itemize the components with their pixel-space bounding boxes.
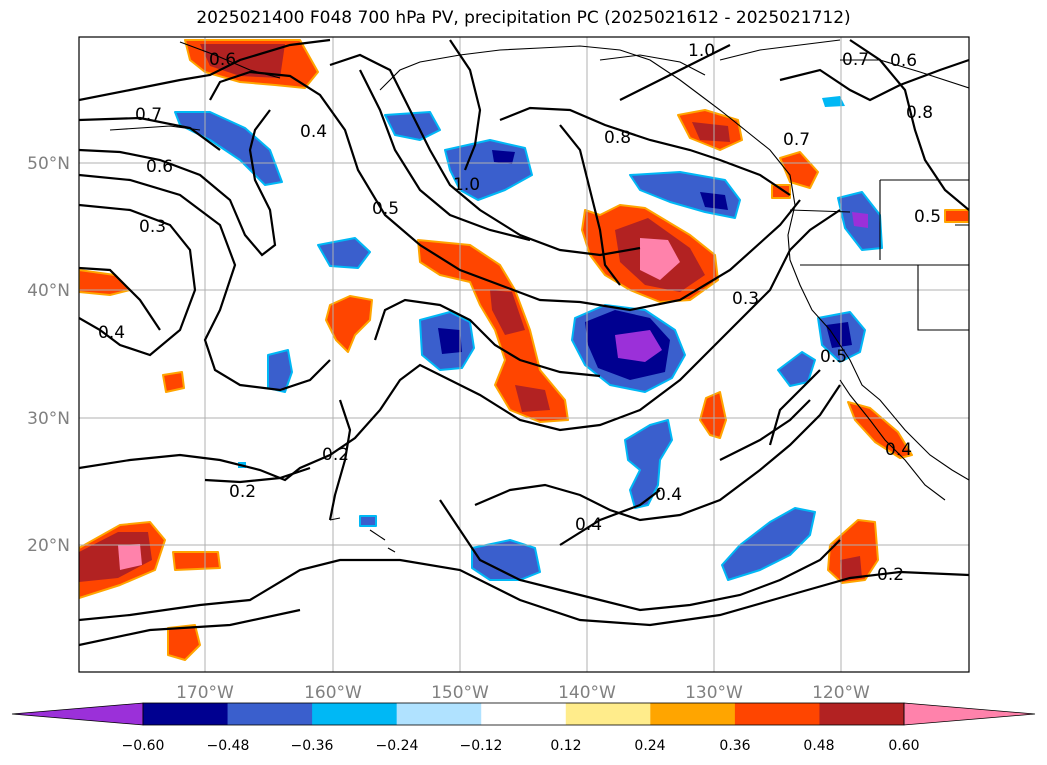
colorbar-extend-max xyxy=(903,702,1036,726)
precip-negative-area xyxy=(721,507,816,581)
colorbar-box xyxy=(312,703,398,725)
contour-label: 0.4 xyxy=(98,323,125,343)
precip-positive-core xyxy=(692,122,730,142)
lat-label: 20°N xyxy=(27,536,70,556)
contour-label: 0.5 xyxy=(914,207,941,227)
colorbar-box xyxy=(565,703,651,725)
precip-positive-core xyxy=(490,290,525,335)
lon-label: 160°W xyxy=(304,683,362,703)
precip-positive-peak xyxy=(640,238,680,280)
contour-labels: 0.6 1.0 0.7 0.6 0.8 0.7 0.4 0.8 0.7 0.6 … xyxy=(98,41,941,585)
contour-label: 0.6 xyxy=(890,51,917,71)
coastlines xyxy=(109,39,969,553)
precip-negative-area xyxy=(822,96,845,107)
colorbar-box xyxy=(819,703,905,725)
lon-label: 120°W xyxy=(812,683,870,703)
precip-negative-area xyxy=(384,111,441,141)
precip-negative-area xyxy=(267,349,293,393)
precip-negative-area xyxy=(317,237,371,269)
map-title: 2025021400 F048 700 hPa PV, precipitatio… xyxy=(196,8,851,28)
colorbar-tick-label: 0.48 xyxy=(803,738,834,754)
precip-negative-area xyxy=(777,351,816,387)
contour-label: 0.6 xyxy=(209,50,236,70)
precip-positive-area xyxy=(325,295,373,353)
contour-label: 0.2 xyxy=(322,445,349,465)
contour-label: 1.0 xyxy=(688,41,715,61)
colorbar: −0.60 −0.48 −0.36 −0.24 −0.12 0.12 0.24 … xyxy=(11,702,1036,754)
contour-label: 0.8 xyxy=(906,103,933,123)
contour-label: 0.6 xyxy=(146,157,173,177)
lon-axis-labels: 170°W 160°W 150°W 140°W 130°W 120°W xyxy=(176,683,870,703)
map-frame xyxy=(78,36,970,673)
contour-label: 0.7 xyxy=(842,50,869,70)
colorbar-tick-label: 0.60 xyxy=(888,738,919,754)
pv-contours xyxy=(79,38,969,647)
lon-label: 170°W xyxy=(176,683,234,703)
colorbar-tick-label: −0.60 xyxy=(122,738,165,754)
contour-label: 0.5 xyxy=(820,347,847,367)
precip-positive-area xyxy=(944,209,969,223)
lat-label: 30°N xyxy=(27,409,70,429)
lon-label: 140°W xyxy=(558,683,616,703)
contour-label: 0.8 xyxy=(604,128,631,148)
precip-negative-peak xyxy=(615,330,662,362)
colorbar-tick-label: 0.36 xyxy=(719,738,750,754)
colorbar-box xyxy=(481,703,567,725)
contour-label: 0.4 xyxy=(575,515,602,535)
colorbar-tick-label: −0.36 xyxy=(291,738,334,754)
contour-label: 0.2 xyxy=(229,482,256,502)
precip-positive-area xyxy=(79,269,131,296)
contour-label: 0.7 xyxy=(783,130,810,150)
precip-positive-area xyxy=(167,624,201,661)
colorbar-box xyxy=(396,703,482,725)
colorbar-ticks: −0.60 −0.48 −0.36 −0.24 −0.12 0.12 0.24 … xyxy=(122,738,920,754)
precip-positive-area xyxy=(417,239,569,423)
precip-positive-area xyxy=(771,184,791,199)
colorbar-box xyxy=(227,703,313,725)
lat-axis-labels: 50°N 40°N 30°N 20°N xyxy=(27,154,70,556)
precip-positive-area xyxy=(162,371,185,393)
precip-positive-area xyxy=(699,391,727,439)
colorbar-extend-min xyxy=(11,702,144,726)
colorbar-box xyxy=(650,703,736,725)
precip-negative-core xyxy=(438,328,462,354)
colorbar-tick-label: −0.48 xyxy=(207,738,250,754)
colorbar-boxes xyxy=(143,703,905,725)
lon-label: 150°W xyxy=(431,683,489,703)
contour-label: 0.4 xyxy=(655,485,682,505)
colorbar-tick-label: 0.12 xyxy=(550,738,581,754)
lat-label: 40°N xyxy=(27,281,70,301)
colorbar-box xyxy=(734,703,820,725)
precip-positive-area xyxy=(847,401,913,459)
lat-label: 50°N xyxy=(27,154,70,174)
precip-negative-area xyxy=(359,515,377,527)
precip-negative-core xyxy=(826,322,852,348)
contour-label: 0.7 xyxy=(135,105,162,125)
contour-label: 0.4 xyxy=(885,440,912,460)
contour-label: 0.4 xyxy=(300,122,327,142)
precip-negative-core xyxy=(492,150,515,164)
precip-positive-area xyxy=(172,551,221,571)
contour-label: 0.3 xyxy=(732,289,759,309)
precip-negative-peak xyxy=(852,212,868,228)
lon-label: 130°W xyxy=(685,683,743,703)
colorbar-tick-label: 0.24 xyxy=(634,738,665,754)
precip-positive-core xyxy=(515,385,550,412)
map-plot-area: 0.6 1.0 0.7 0.6 0.8 0.7 0.4 0.8 0.7 0.6 … xyxy=(79,37,969,672)
colorbar-box xyxy=(143,703,229,725)
contour-label: 0.2 xyxy=(877,565,904,585)
precip-positive-core xyxy=(840,556,862,580)
precip-fills xyxy=(79,39,969,661)
contour-label: 0.5 xyxy=(372,199,399,219)
precip-positive-peak xyxy=(118,544,142,570)
colorbar-tick-label: −0.12 xyxy=(460,738,503,754)
contour-label: 1.0 xyxy=(453,175,480,195)
precip-negative-area xyxy=(471,539,541,581)
contour-label: 0.3 xyxy=(139,217,166,237)
precip-positive-area xyxy=(779,151,819,189)
colorbar-tick-label: −0.24 xyxy=(376,738,419,754)
